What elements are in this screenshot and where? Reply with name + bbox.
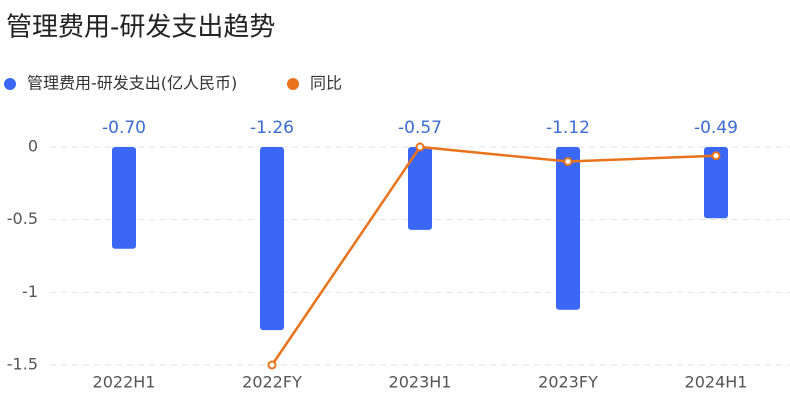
value-label: -0.49 (694, 118, 738, 138)
value-label: -0.57 (398, 118, 442, 138)
line-point (711, 151, 721, 161)
legend-label: 同比 (310, 74, 342, 93)
bar (704, 147, 728, 219)
legend-marker (287, 78, 299, 90)
line-point (415, 142, 425, 152)
y-tick-label: -1.5 (7, 355, 38, 374)
legend-label: 管理费用-研发支出(亿人民币) (27, 74, 237, 93)
y-tick-label: -1 (22, 282, 38, 301)
y-tick-label: -0.5 (7, 209, 38, 228)
line (270, 145, 717, 366)
value-label: -1.26 (250, 118, 294, 138)
value-label: -1.12 (546, 118, 590, 138)
line-point (267, 360, 277, 370)
x-tick-label: 2022FY (242, 373, 302, 392)
x-tick-label: 2022H1 (93, 373, 156, 392)
x-tick-label: 2024H1 (685, 373, 748, 392)
value-label: -0.70 (102, 118, 146, 138)
bar (408, 147, 432, 230)
y-tick-label: 0 (28, 137, 38, 156)
x-tick-label: 2023H1 (389, 373, 452, 392)
chart-title: 管理费用-研发支出趋势 (6, 13, 275, 43)
legend-marker (4, 78, 16, 90)
bar (556, 147, 580, 310)
bar (260, 147, 284, 331)
line-point (563, 157, 573, 167)
bar (112, 147, 136, 249)
x-tick-label: 2023FY (538, 373, 598, 392)
